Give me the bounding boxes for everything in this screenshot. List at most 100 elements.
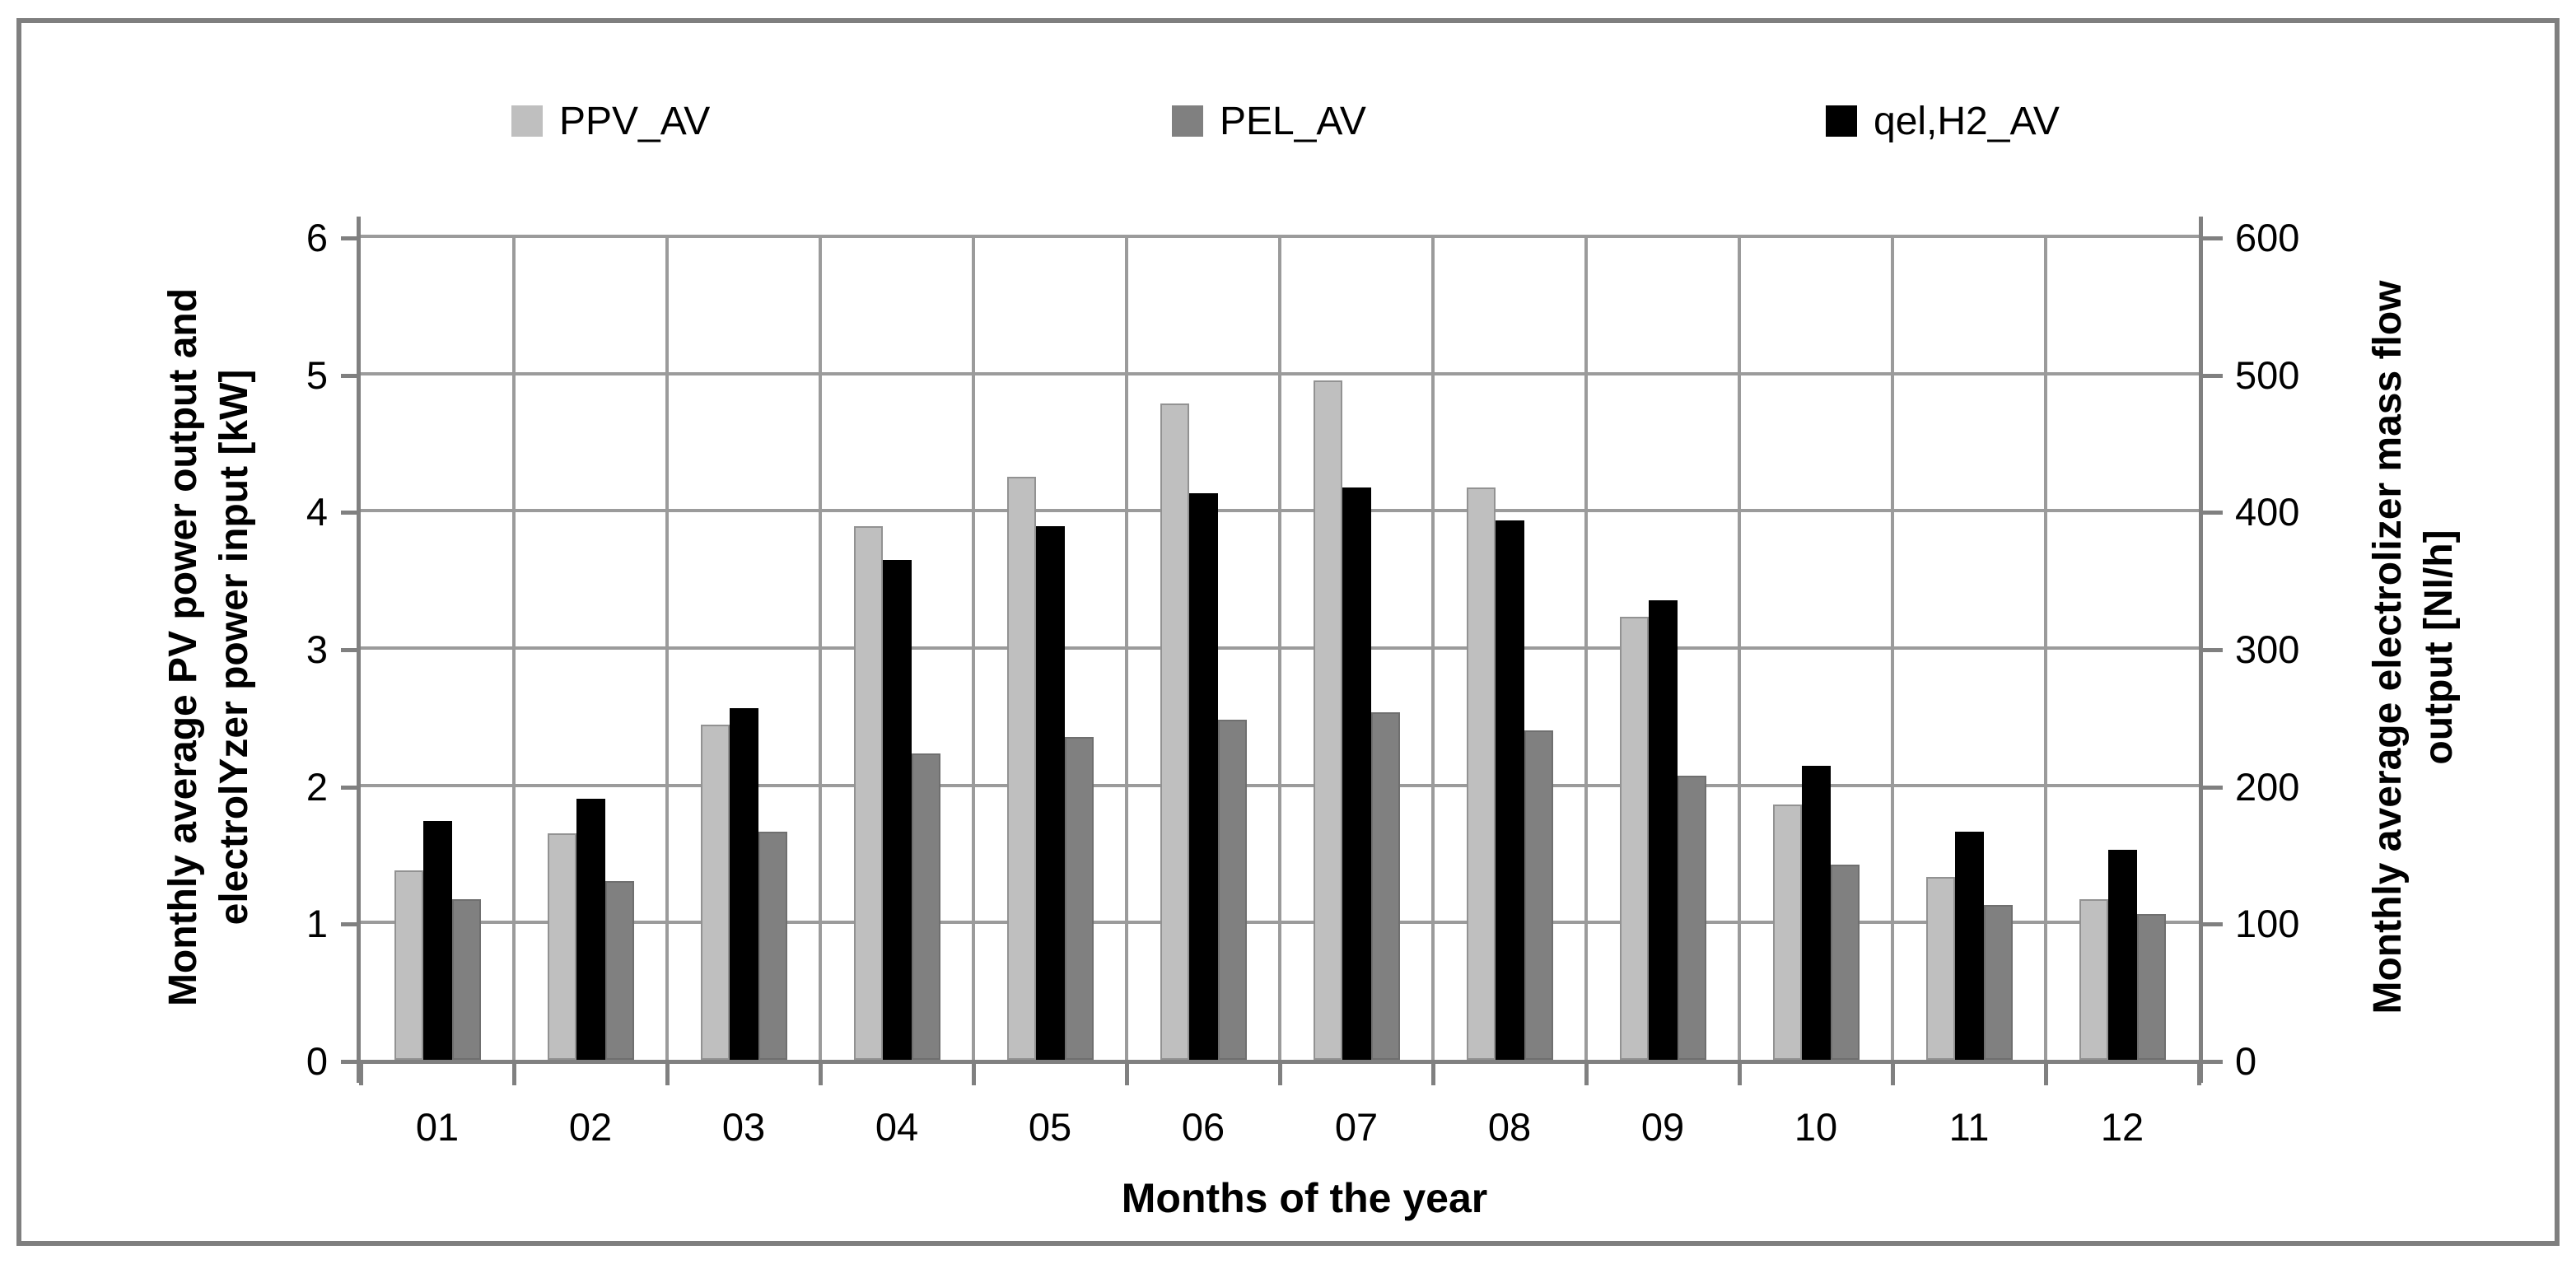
right-axis-tick [2203, 785, 2223, 790]
right-axis-tick-label: 300 [2235, 627, 2300, 671]
x-tick-label-month-12: 12 [2100, 1105, 2144, 1149]
vertical-gridline [1891, 236, 1894, 1060]
legend-label-ppv: PPV_AV [559, 99, 711, 143]
x-tick-label-month-08: 08 [1487, 1105, 1532, 1149]
x-axis-tick [2044, 1064, 2048, 1085]
bar-pel-av-05 [1065, 737, 1094, 1060]
bar-qel-h2-av-06 [1189, 493, 1218, 1060]
vertical-gridline [1431, 236, 1435, 1060]
bar-ppv-av-11 [1926, 877, 1955, 1060]
right-axis-tick-label: 200 [2235, 764, 2300, 809]
right-axis-tick-label: 400 [2235, 490, 2300, 534]
vertical-gridline [1584, 236, 1588, 1060]
x-axis-tick [359, 1064, 363, 1085]
x-tick-label-month-06: 06 [1181, 1105, 1225, 1149]
bar-pel-av-08 [1524, 730, 1553, 1060]
x-tick-label-month-01: 01 [415, 1105, 460, 1149]
vertical-gridline [1278, 236, 1281, 1060]
bar-pel-av-09 [1678, 776, 1706, 1060]
x-tick-label-month-07: 07 [1334, 1105, 1379, 1149]
left-axis-title-line1: Monthly average PV power output and [161, 287, 205, 1007]
chart-outer-border: PPV_AV PEL_AV qel,H2_AV Monthly average … [16, 18, 2560, 1246]
x-tick-label-month-09: 09 [1640, 1105, 1685, 1149]
right-axis-tick-label: 0 [2235, 1039, 2257, 1083]
bar-ppv-av-06 [1160, 403, 1189, 1060]
x-tick-label-month-10: 10 [1794, 1105, 1838, 1149]
left-axis-tick [341, 511, 361, 515]
x-tick-label-month-11: 11 [1948, 1105, 1990, 1149]
x-tick-label-month-03: 03 [721, 1105, 766, 1149]
bar-qel-h2-av-11 [1955, 832, 1984, 1060]
x-axis-tick [512, 1064, 516, 1085]
left-axis-tick [341, 1060, 361, 1064]
left-axis-tick [341, 785, 361, 790]
bar-ppv-av-10 [1773, 805, 1802, 1060]
bar-qel-h2-av-10 [1802, 766, 1831, 1060]
bar-qel-h2-av-02 [576, 799, 605, 1060]
right-axis-tick [2203, 373, 2223, 378]
x-axis-tick [2197, 1064, 2201, 1085]
bar-ppv-av-01 [394, 870, 423, 1060]
bar-ppv-av-07 [1314, 380, 1342, 1060]
bar-ppv-av-03 [701, 725, 730, 1060]
legend-label-qel-h2: qel,H2_AV [1874, 99, 2060, 143]
legend-item-qel-h2: qel,H2_AV [1826, 96, 2060, 147]
legend-swatch-qel-h2-icon [1826, 105, 1857, 137]
bar-ppv-av-04 [854, 526, 883, 1060]
y-axis-line-right [2199, 217, 2203, 1083]
bar-qel-h2-av-07 [1342, 487, 1371, 1060]
x-axis-tick [972, 1064, 976, 1085]
bar-pel-av-07 [1371, 712, 1400, 1060]
left-axis-tick-label: 1 [306, 902, 328, 946]
bar-qel-h2-av-12 [2108, 850, 2137, 1060]
bar-ppv-av-12 [2079, 899, 2108, 1060]
right-axis-tick [2203, 648, 2223, 652]
right-axis-tick-label: 600 [2235, 216, 2300, 259]
vertical-gridline [1125, 236, 1128, 1060]
bar-qel-h2-av-08 [1496, 520, 1524, 1060]
right-axis-tick [2203, 236, 2223, 240]
bar-pel-av-02 [605, 881, 634, 1060]
right-axis-tick-label: 500 [2235, 352, 2300, 397]
left-axis-tick-label: 4 [306, 490, 328, 534]
bar-pel-av-01 [452, 899, 481, 1060]
x-axis-tick [1738, 1064, 1742, 1085]
bar-pel-av-04 [912, 753, 940, 1060]
bar-ppv-av-08 [1467, 487, 1496, 1060]
vertical-gridline [2044, 236, 2047, 1060]
x-axis-line [341, 1060, 2219, 1064]
left-axis-tick [341, 648, 361, 652]
x-axis-tick [1891, 1064, 1895, 1085]
bar-qel-h2-av-09 [1649, 600, 1678, 1060]
bar-pel-av-03 [758, 832, 787, 1060]
vertical-gridline [819, 236, 822, 1060]
vertical-gridline [1738, 236, 1741, 1060]
vertical-gridline [665, 236, 669, 1060]
bar-ppv-av-09 [1620, 617, 1649, 1060]
bar-qel-h2-av-03 [730, 708, 758, 1060]
bar-pel-av-12 [2137, 914, 2166, 1060]
left-axis-tick-label: 2 [306, 764, 328, 809]
legend-item-pel: PEL_AV [1172, 96, 1366, 147]
right-axis-tick [2203, 922, 2223, 927]
legend-item-ppv: PPV_AV [511, 96, 710, 147]
right-axis-tick [2203, 511, 2223, 515]
bar-ppv-av-05 [1007, 477, 1036, 1060]
legend-swatch-pel-icon [1172, 105, 1203, 137]
bar-pel-av-11 [1984, 905, 2013, 1060]
x-tick-label-month-02: 02 [568, 1105, 613, 1149]
vertical-gridline [972, 236, 975, 1060]
right-axis-tick [2203, 1060, 2223, 1064]
bar-pel-av-10 [1831, 865, 1860, 1060]
x-tick-label-month-05: 05 [1028, 1105, 1072, 1149]
left-axis-tick-label: 5 [306, 352, 328, 397]
bar-qel-h2-av-01 [423, 821, 452, 1060]
legend-swatch-ppv-icon [511, 105, 543, 137]
x-axis-title: Months of the year [1121, 1175, 1488, 1221]
vertical-gridline [512, 236, 516, 1060]
bar-pel-av-06 [1218, 720, 1247, 1060]
x-axis-tick [819, 1064, 823, 1085]
x-tick-label-month-04: 04 [875, 1105, 919, 1149]
legend-label-pel: PEL_AV [1220, 99, 1366, 143]
